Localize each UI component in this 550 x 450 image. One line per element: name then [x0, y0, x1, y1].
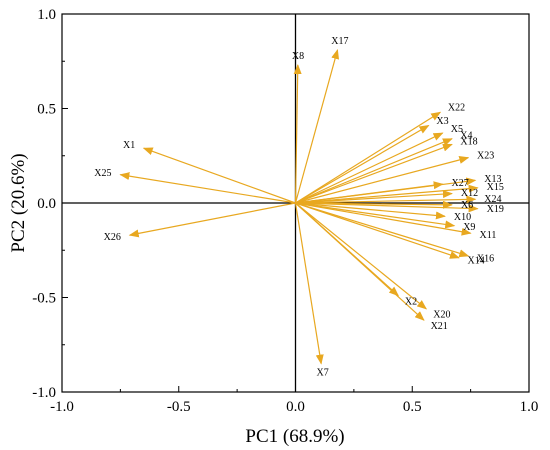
loading-arrow-x20	[295, 202, 428, 310]
loading-label-x3: X3	[436, 116, 448, 127]
loading-label-x14: X14	[467, 256, 484, 267]
y-tick-label: -0.5	[32, 291, 56, 307]
x-tick-label: 0.5	[403, 399, 422, 415]
loading-label-x4: X4	[460, 130, 472, 141]
y-tick-label: 0.0	[37, 196, 56, 212]
loading-label-x1: X1	[123, 140, 135, 151]
y-axis-tick-labels: -1.0 -0.5 0.0 0.5 1.0	[32, 7, 56, 401]
y-tick-label: 0.5	[37, 102, 56, 118]
x-tick-label: 0.0	[286, 399, 305, 415]
loading-arrow-x3	[295, 124, 430, 204]
loading-label-x7: X7	[316, 368, 328, 379]
loading-arrow-x1	[142, 147, 296, 204]
loading-label-x15: X15	[487, 182, 504, 193]
loading-label-x21: X21	[431, 321, 448, 332]
loading-arrow-x7	[294, 202, 324, 365]
loading-label-x9: X9	[463, 222, 475, 233]
loading-label-x8: X8	[292, 51, 304, 62]
loading-arrow-x4	[295, 138, 453, 204]
loading-arrow-x16	[295, 202, 470, 258]
loading-arrow-x19	[295, 202, 479, 213]
loading-arrow-x25	[119, 172, 296, 204]
loading-label-x18: X18	[460, 136, 477, 147]
y-tick-label: -1.0	[32, 385, 56, 401]
loading-label-x16: X16	[477, 254, 494, 265]
loading-arrow-x10	[295, 202, 446, 220]
loading-arrow-x27	[295, 181, 444, 204]
loading-arrow-x22	[295, 111, 442, 204]
loading-label-x5: X5	[451, 124, 463, 135]
y-axis-title: PC2 (20.6%)	[8, 153, 29, 252]
loading-label-x20: X20	[433, 310, 450, 321]
x-axis-ticks	[61, 386, 530, 392]
x-tick-label: 1.0	[520, 399, 539, 415]
loading-arrow-x26	[128, 202, 296, 238]
loading-label-x19: X19	[487, 204, 504, 215]
loading-arrow-x12	[295, 190, 453, 204]
y-axis-ticks	[62, 13, 68, 393]
loading-arrow-x5	[295, 132, 444, 204]
loading-label-x10: X10	[454, 212, 471, 223]
loading-label-x2: X2	[405, 297, 417, 308]
loading-label-x13: X13	[484, 174, 501, 185]
loading-label-x25: X25	[94, 168, 111, 179]
loading-label-x11: X11	[479, 230, 496, 241]
loading-arrow-x18	[295, 143, 453, 204]
x-axis-title: PC1 (68.9%)	[245, 426, 344, 447]
loading-arrow-x9	[295, 202, 456, 229]
loading-label-x24: X24	[484, 194, 501, 205]
loading-vectors	[119, 48, 479, 365]
loading-arrow-x21	[295, 202, 425, 321]
loading-arrow-x8	[293, 64, 302, 204]
loading-label-x27: X27	[452, 178, 469, 189]
loading-arrow-x24	[295, 195, 477, 204]
loading-label-x22: X22	[448, 103, 465, 114]
loading-arrow-x17	[294, 48, 340, 204]
y-tick-label: 1.0	[37, 7, 56, 23]
loading-label-x23: X23	[477, 150, 494, 161]
x-tick-label: -0.5	[167, 399, 191, 415]
x-tick-label: -1.0	[50, 399, 74, 415]
loading-label-x26: X26	[104, 232, 121, 243]
loading-label-x6: X6	[461, 200, 473, 211]
loading-arrow-x23	[295, 156, 470, 204]
loading-label-x12: X12	[461, 188, 478, 199]
loading-arrow-x11	[295, 202, 472, 236]
loading-label-x17: X17	[331, 36, 348, 47]
x-axis-tick-labels: -1.0 -0.5 0.0 0.5 1.0	[50, 399, 538, 415]
loading-arrow-x14	[295, 202, 460, 259]
